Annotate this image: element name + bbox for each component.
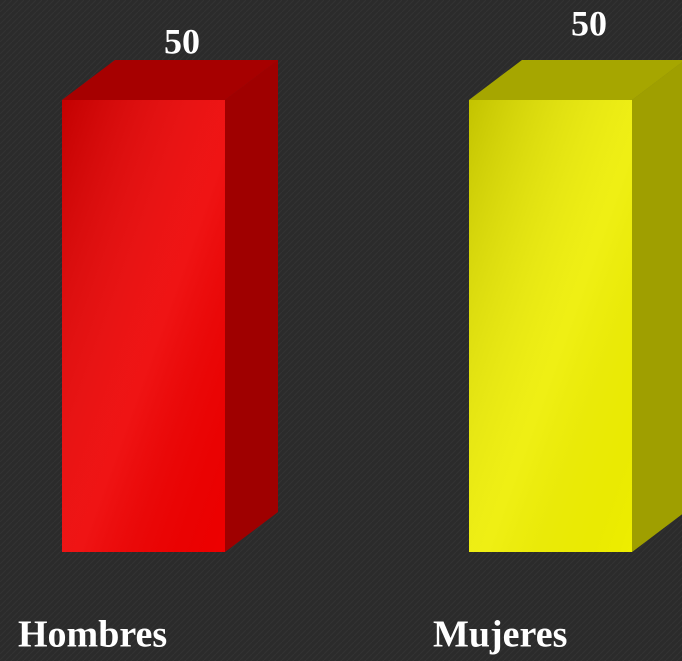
bar-side <box>225 60 278 552</box>
value-label: 50 <box>571 3 607 43</box>
bar-top <box>469 60 682 100</box>
bar-top-shade <box>469 60 682 100</box>
bar-side-shade <box>632 62 682 552</box>
category-label: Mujeres <box>433 614 567 656</box>
bar-top <box>62 60 278 100</box>
bar-side <box>632 62 682 552</box>
bar-shine <box>469 100 632 552</box>
bar-top-shade <box>62 60 278 100</box>
bar-side-shade <box>225 60 278 552</box>
value-label: 50 <box>164 21 200 61</box>
bar-shine <box>62 100 225 552</box>
category-label: Hombres <box>18 614 167 656</box>
